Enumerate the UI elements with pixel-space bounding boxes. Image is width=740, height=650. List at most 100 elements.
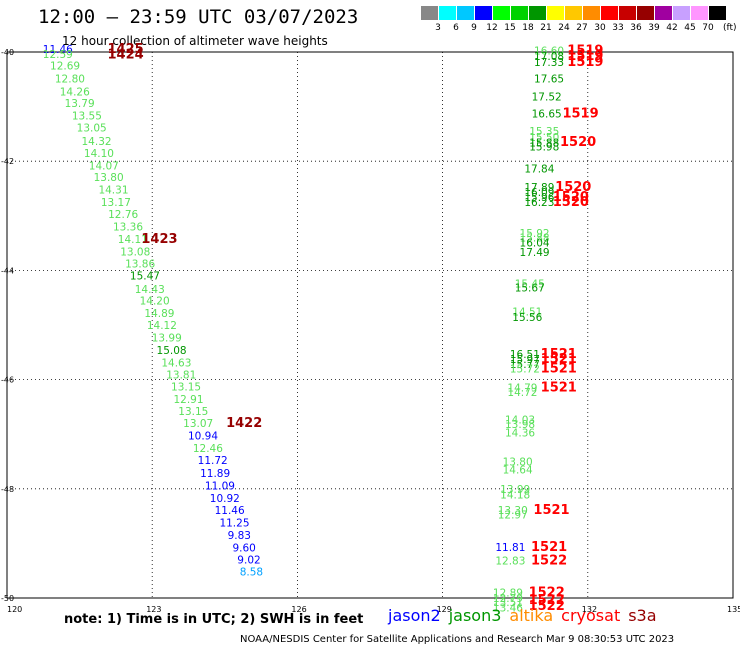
lon-tick-label: 120 (7, 605, 22, 614)
pass-time-label: 1519 (567, 55, 603, 70)
map-grid (6, 51, 734, 599)
wave-height-label: 16.60 (534, 46, 564, 58)
wave-height-label: 15.45 (515, 278, 545, 290)
legend-label: 15 (504, 23, 516, 33)
wave-height-label: 13.99 (152, 332, 182, 344)
wave-height-label: 13.86 (125, 259, 155, 271)
pass-time-label: 1520 (553, 190, 589, 205)
legend-label: 39 (648, 23, 660, 33)
wave-height-label: 13.98 (505, 419, 535, 431)
wave-height-label: 14.03 (505, 414, 535, 426)
wave-height-label: 14.11 (118, 234, 148, 246)
wave-height-label: 13.07 (183, 418, 213, 430)
legend-label: 27 (576, 23, 588, 33)
wave-height-label: 11.81 (495, 542, 525, 554)
wave-height-label: 13.79 (65, 98, 95, 110)
legend-swatch (691, 6, 708, 20)
pass-time-label: 1423 (141, 232, 177, 247)
legend-label: 30 (594, 23, 606, 33)
pass-time-label: 1521 (541, 347, 577, 362)
wave-height-label: 12.46 (193, 443, 223, 455)
page-title: 12:00 — 23:59 UTC 03/07/2023 (38, 6, 359, 28)
pass-time-label: 1422 (226, 416, 262, 431)
wave-height-label: 16.04 (520, 237, 550, 249)
mission-s3a: s3a (628, 606, 657, 625)
wave-height-label: 11.89 (200, 468, 230, 480)
lat-tick-label: -42 (1, 157, 14, 166)
legend-swatch (439, 6, 456, 20)
legend-swatch (529, 6, 546, 20)
pass-time-label: 1520 (553, 195, 589, 210)
page-subtitle: 12 hour collection of altimeter wave hei… (62, 34, 328, 48)
wave-height-label: 14.10 (84, 148, 114, 160)
wave-height-label: 12.89 (493, 587, 523, 599)
legend-label: 3 (435, 23, 441, 33)
lon-tick-label: 135 (727, 605, 740, 614)
lat-tick-label: -46 (1, 376, 14, 385)
wave-height-label: 15.97 (510, 354, 540, 366)
wave-height-label: 17.65 (534, 74, 564, 86)
legend-swatch (547, 6, 564, 20)
wave-height-label: 13.17 (101, 197, 131, 209)
color-scale-legend: 3 6 9 12 15 18 21 24 27 30 33 36 39 42 45 70 (ft) (421, 6, 737, 42)
legend-swatch (493, 6, 510, 20)
wave-height-labels: 11.4612.5912.6912.8014.2613.7913.5513.05… (43, 44, 564, 615)
wave-height-label: 9.83 (228, 530, 251, 542)
axis-ticks: 120 123 126 129 132 135 -40 -42 -44 -46 -48 -50 (1, 48, 740, 614)
legend-swatch (421, 6, 438, 20)
wave-height-label: 14.12 (147, 320, 177, 332)
wave-height-label: 14.89 (144, 308, 174, 320)
pass-time-label: 1521 (541, 381, 577, 396)
lat-tick-label: -40 (1, 48, 14, 57)
credit-line: NOAA/NESDIS Center for Satellite Applica… (240, 634, 675, 645)
wave-height-label: 13.36 (113, 222, 143, 234)
wave-height-label: 12.97 (498, 509, 528, 521)
wave-height-label: 16.23 (524, 197, 554, 209)
wave-height-label: 15.92 (520, 228, 550, 240)
wave-height-label: 16.09 (524, 187, 554, 199)
wave-height-label: 11.46 (215, 505, 245, 517)
wave-height-label: 15.96 (524, 192, 554, 204)
wave-height-label: 17.52 (532, 92, 562, 104)
lon-tick-label: 132 (582, 605, 597, 614)
pass-time-labels: 1425142414231422151915191519151915201520… (107, 42, 603, 614)
wave-height-label: 14.20 (140, 295, 170, 307)
mission-jason3: jason3 (448, 606, 502, 625)
pass-time-label: 1522 (529, 599, 565, 614)
wave-height-label: 12.91 (173, 394, 203, 406)
wave-height-label: 17.49 (520, 247, 550, 259)
wave-height-label: 13.05 (77, 123, 107, 135)
wave-height-label: 13.51 (493, 597, 523, 609)
wave-height-label: 15.88 (520, 232, 550, 244)
legend-swatch (583, 6, 600, 20)
wave-height-label: 11.46 (43, 44, 73, 56)
legend-label: 33 (612, 23, 624, 33)
wave-height-label: 12.76 (108, 209, 138, 221)
legend-swatch (457, 6, 474, 20)
pass-time-label: 1424 (107, 48, 143, 63)
legend-swatch (565, 6, 582, 20)
wave-height-label: 15.67 (515, 283, 545, 295)
pass-time-label: 1521 (531, 540, 567, 555)
mission-legend: jason2 jason3 altika cryosat s3a (388, 606, 665, 625)
wave-height-label: 13.08 (120, 247, 150, 259)
wave-height-label: 15.72 (510, 364, 540, 376)
pass-time-label: 1520 (555, 180, 591, 195)
wave-height-label: 8.58 (240, 567, 263, 579)
pass-time-label: 1519 (567, 49, 603, 64)
wave-height-label: 15.98 (529, 141, 559, 153)
wave-height-label: 13.80 (94, 172, 124, 184)
wave-height-label: 13.99 (500, 484, 530, 496)
wave-height-label: 12.79 (493, 593, 523, 605)
pass-time-label: 1522 (531, 554, 567, 569)
wave-height-label: 9.60 (232, 543, 255, 555)
wave-height-label: 14.64 (503, 465, 533, 477)
wave-height-label: 15.08 (157, 345, 187, 357)
pass-time-label: 1521 (541, 362, 577, 377)
mission-jason2: jason2 (388, 606, 441, 625)
legend-swatch (673, 6, 690, 20)
legend-swatch (709, 6, 726, 20)
wave-height-label: 14.07 (89, 160, 119, 172)
wave-height-label: 12.59 (43, 49, 73, 61)
